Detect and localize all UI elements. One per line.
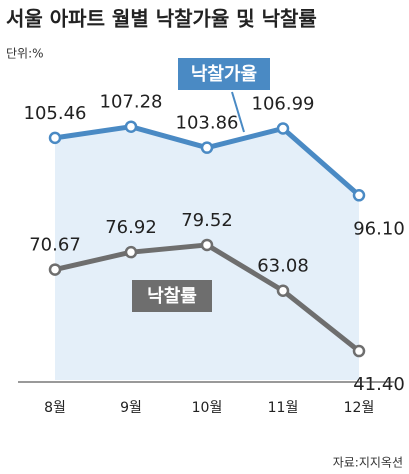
unit-label: 단위:% [6, 47, 44, 61]
value-label: 41.40 [353, 374, 405, 395]
value-label: 105.46 [24, 103, 87, 124]
value-label: 63.08 [257, 256, 309, 277]
legend-box [132, 280, 212, 312]
point [352, 189, 366, 202]
x-tick-label: 8월 [44, 400, 66, 416]
value-label: 107.28 [100, 92, 163, 113]
chart-title: 서울 아파트 월별 낙찰가율 및 낙찰률 [6, 7, 317, 31]
x-tick-label: 11월 [268, 400, 299, 416]
point [200, 238, 214, 252]
value-label: 103.86 [176, 113, 239, 134]
source: 자료:지지옥션 [333, 456, 403, 470]
x-tick-label: 9월 [120, 400, 142, 416]
value-label: 96.10 [353, 218, 405, 239]
point [48, 131, 62, 145]
legend-box [178, 58, 270, 90]
point [124, 245, 138, 259]
point [352, 344, 366, 358]
value-label: 106.99 [252, 93, 315, 114]
x-tick-label: 12월 [344, 400, 375, 416]
point [200, 141, 214, 154]
x-tick-label: 10월 [192, 400, 223, 416]
point [276, 122, 290, 135]
value-label: 76.92 [105, 217, 157, 238]
point [124, 120, 138, 133]
legend-pointer [231, 91, 245, 133]
value-label: 70.67 [29, 235, 81, 256]
value-label: 79.52 [181, 210, 233, 231]
point [48, 263, 62, 276]
area [55, 126, 359, 380]
point [276, 284, 290, 297]
legend-label: 낙찰률 [147, 286, 197, 307]
legend-label: 낙찰가율 [191, 64, 257, 85]
